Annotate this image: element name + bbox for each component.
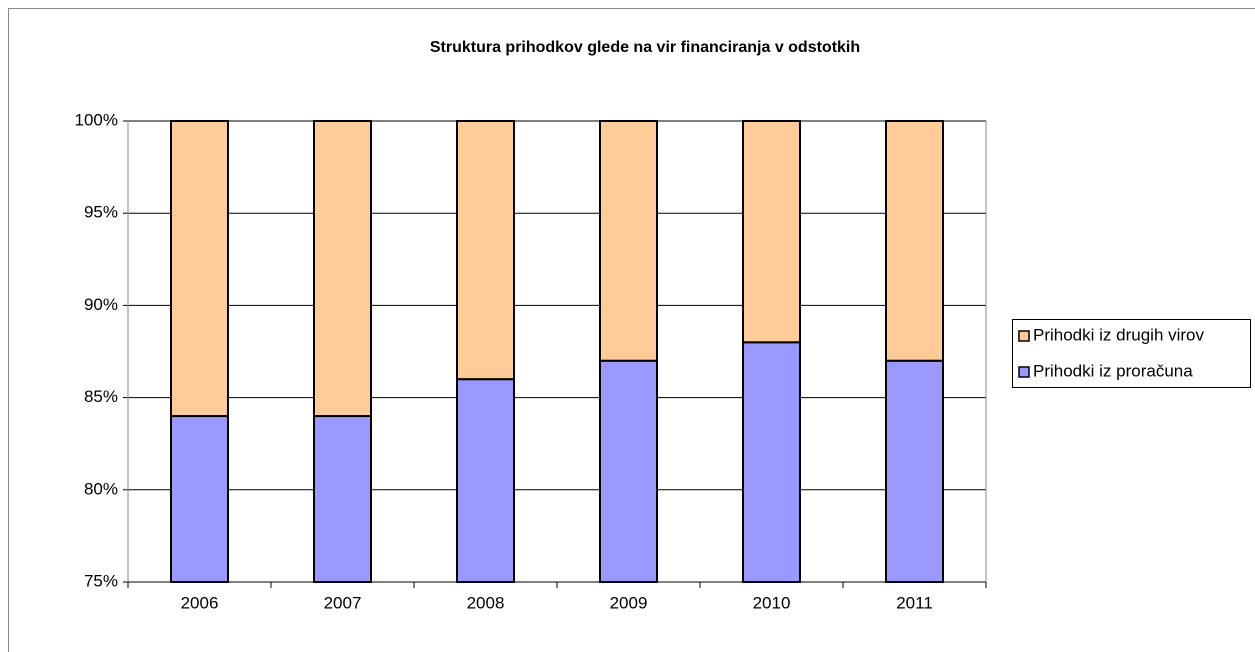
legend-label: Prihodki iz proračuna (1033, 361, 1193, 380)
bar-segment (456, 378, 515, 583)
bar-segment (885, 359, 944, 583)
bar-segment (170, 120, 229, 418)
x-tick-label: 2007 (324, 593, 362, 612)
bar-segment (742, 341, 801, 583)
y-tick-label: 95% (84, 203, 118, 222)
x-tick-label: 2009 (610, 593, 648, 612)
chart-title: Struktura prihodkov glede na vir financi… (430, 39, 860, 56)
legend-label: Prihodki iz drugih virov (1033, 325, 1205, 344)
bar-segment (742, 120, 801, 344)
y-tick-label: 90% (84, 295, 118, 314)
bar-segment (170, 415, 229, 584)
bar-segment (456, 120, 515, 381)
x-tick-label: 2008 (467, 593, 505, 612)
legend-swatch (1018, 330, 1030, 342)
legend-swatch (1018, 366, 1030, 378)
bar-segment (599, 120, 658, 362)
y-tick-label: 75% (84, 571, 118, 590)
bar-segment (313, 415, 372, 584)
bar-segment (313, 120, 372, 418)
x-tick-label: 2011 (896, 593, 933, 612)
x-tick-label: 2010 (753, 593, 791, 612)
y-tick-label: 80% (84, 479, 118, 498)
y-tick-label: 100% (75, 110, 118, 129)
y-tick-label: 85% (84, 387, 118, 406)
bar-segment (599, 359, 658, 583)
x-tick-label: 2006 (181, 593, 219, 612)
legend-box (1012, 319, 1251, 388)
bar-segment (885, 120, 944, 362)
